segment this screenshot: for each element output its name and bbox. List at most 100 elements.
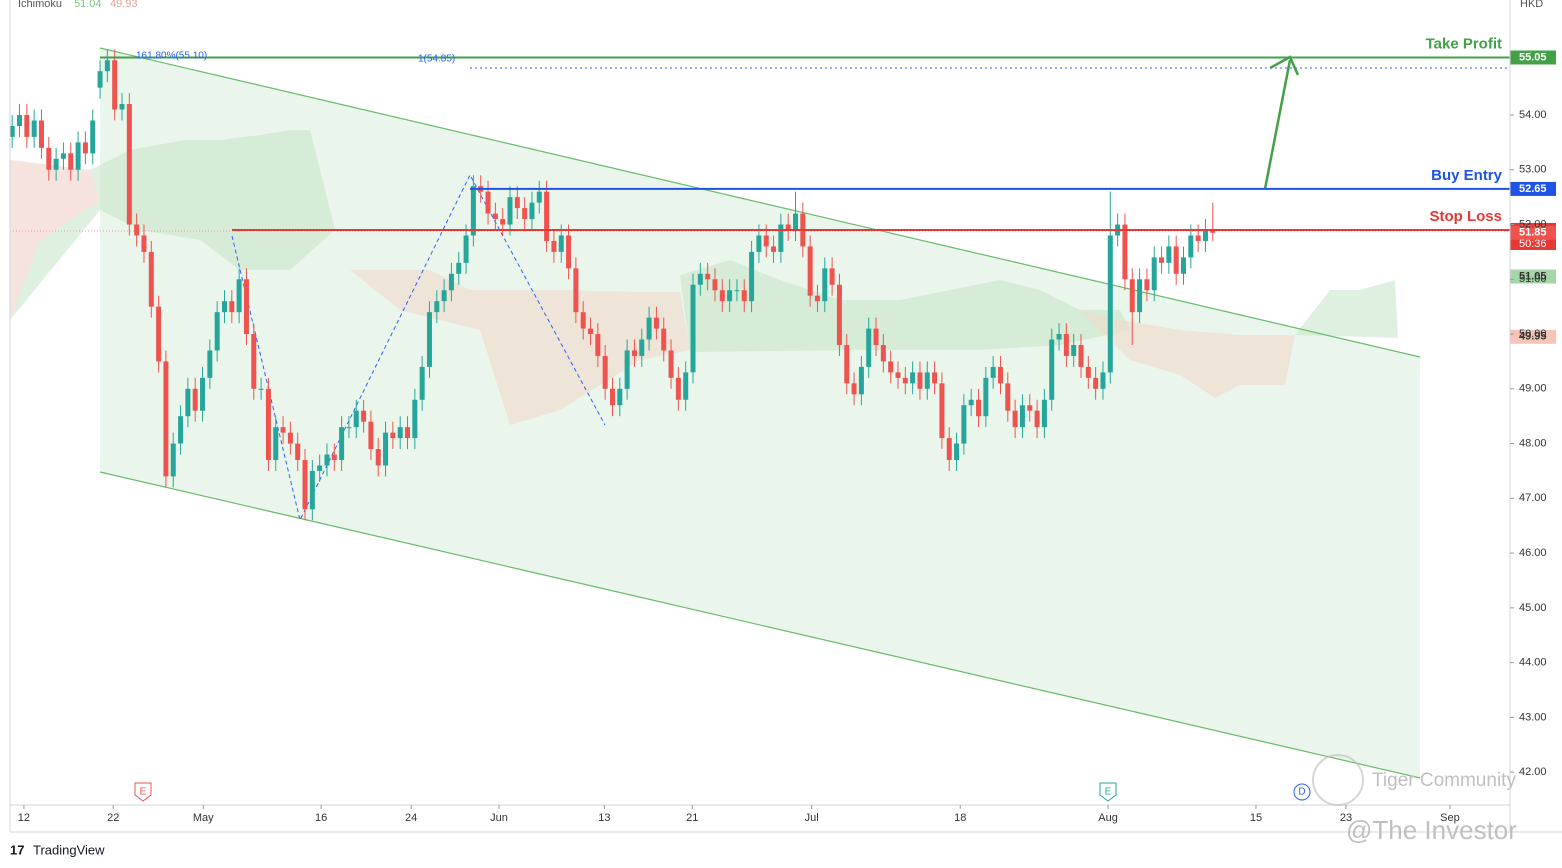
event-marker-label: E xyxy=(140,787,147,798)
candle-body xyxy=(97,71,103,88)
candle-body xyxy=(990,366,996,378)
y-tick-label: 43.00 xyxy=(1519,711,1547,723)
target-arrow xyxy=(1263,59,1292,190)
candle-body xyxy=(968,399,974,406)
candle-body xyxy=(763,235,769,247)
candle-body xyxy=(1027,405,1033,411)
candle-body xyxy=(375,449,381,466)
candle-body xyxy=(1137,279,1143,313)
price-label-bg xyxy=(1510,269,1556,284)
candle-body xyxy=(1202,230,1208,241)
brand-logo: 17 xyxy=(10,842,24,857)
candle-body xyxy=(1122,224,1128,280)
candle-body xyxy=(631,350,637,356)
countdown: 50:36 xyxy=(1519,238,1547,250)
price-label: 51.05 xyxy=(1519,270,1547,282)
y-tick-label: 51.00 xyxy=(1519,273,1547,285)
candle-body xyxy=(500,219,506,225)
y-tick-label: 53.00 xyxy=(1519,164,1547,176)
candle-body xyxy=(243,279,249,335)
candle-body xyxy=(778,224,784,252)
candle-body xyxy=(690,284,696,373)
candle-body xyxy=(1159,257,1165,263)
candle-body xyxy=(536,191,542,203)
candle-body xyxy=(119,104,125,110)
candle-body xyxy=(858,366,864,395)
candle-body xyxy=(997,366,1003,384)
x-tick-label: Jul xyxy=(805,812,819,824)
ichimoku-cloud-green xyxy=(680,260,1130,352)
candle-body xyxy=(302,460,308,510)
candle-body xyxy=(448,273,454,291)
x-tick-label: May xyxy=(193,812,214,824)
candle-body xyxy=(221,301,227,313)
candle-body xyxy=(954,443,960,460)
candle-body xyxy=(551,240,557,252)
candle-body xyxy=(68,153,74,170)
candle-body xyxy=(38,120,44,148)
candle-body xyxy=(346,427,352,429)
candle-body xyxy=(178,416,184,444)
candle-body xyxy=(1195,235,1201,241)
x-tick-label: 12 xyxy=(18,812,30,824)
candle-body xyxy=(932,372,938,384)
y-tick-label: 44.00 xyxy=(1519,657,1547,669)
candle-body xyxy=(983,377,989,417)
candle-body xyxy=(807,246,813,296)
price-label: 52.65 xyxy=(1519,183,1547,195)
candle-body xyxy=(1107,235,1113,373)
x-tick-label: 13 xyxy=(598,812,610,824)
x-tick-label: 15 xyxy=(1250,812,1262,824)
y-tick-label: 49.00 xyxy=(1519,383,1547,395)
candle-body xyxy=(287,432,293,444)
candle-body xyxy=(580,312,586,329)
candle-body xyxy=(192,388,198,411)
candle-body xyxy=(1063,334,1069,356)
y-tick-label: 45.00 xyxy=(1519,602,1547,614)
candle-body xyxy=(588,328,594,335)
candle-body xyxy=(595,334,601,356)
y-tick-label: 54.00 xyxy=(1519,109,1547,121)
channel-lower xyxy=(99,471,1421,779)
candle-body xyxy=(361,410,367,422)
candle-body xyxy=(441,290,447,302)
dividend-marker[interactable] xyxy=(1293,783,1311,801)
price-label: 51.85 xyxy=(1519,227,1547,239)
x-tick-label: 24 xyxy=(405,812,417,824)
candle-body xyxy=(339,427,345,460)
earnings-marker[interactable] xyxy=(1099,782,1117,802)
candle-body xyxy=(1129,279,1135,313)
candle-body xyxy=(961,405,967,444)
candle-body xyxy=(1041,399,1047,428)
candle-body xyxy=(126,104,132,225)
candle-body xyxy=(895,372,901,378)
y-tick-label: 46.00 xyxy=(1519,547,1547,559)
earnings-marker[interactable] xyxy=(134,782,152,802)
fib-label: 161.80%(55.10) xyxy=(136,51,207,62)
candle-body xyxy=(734,290,740,292)
level-label: Buy Entry xyxy=(1431,167,1503,184)
candle-body xyxy=(390,432,396,439)
y-tick-label: 50.00 xyxy=(1519,328,1547,340)
candle-body xyxy=(1151,257,1157,291)
candle-body xyxy=(1085,366,1091,378)
candle-body xyxy=(1034,410,1040,428)
candle-body xyxy=(273,427,279,460)
brand: TradingView xyxy=(33,842,105,857)
candle-body xyxy=(1188,235,1194,258)
candle-body xyxy=(741,290,747,302)
candle-body xyxy=(456,262,462,274)
candle-body xyxy=(492,213,498,220)
x-tick-label: 16 xyxy=(315,812,327,824)
candle-body xyxy=(17,115,23,126)
y-tick-label: 42.00 xyxy=(1519,766,1547,778)
candle-body xyxy=(265,388,271,460)
candle-body xyxy=(251,334,257,389)
candle-body xyxy=(1005,383,1011,411)
candle-body xyxy=(434,301,440,313)
candle-body xyxy=(902,377,908,384)
candle-body xyxy=(163,361,169,477)
candle-body xyxy=(661,328,667,351)
